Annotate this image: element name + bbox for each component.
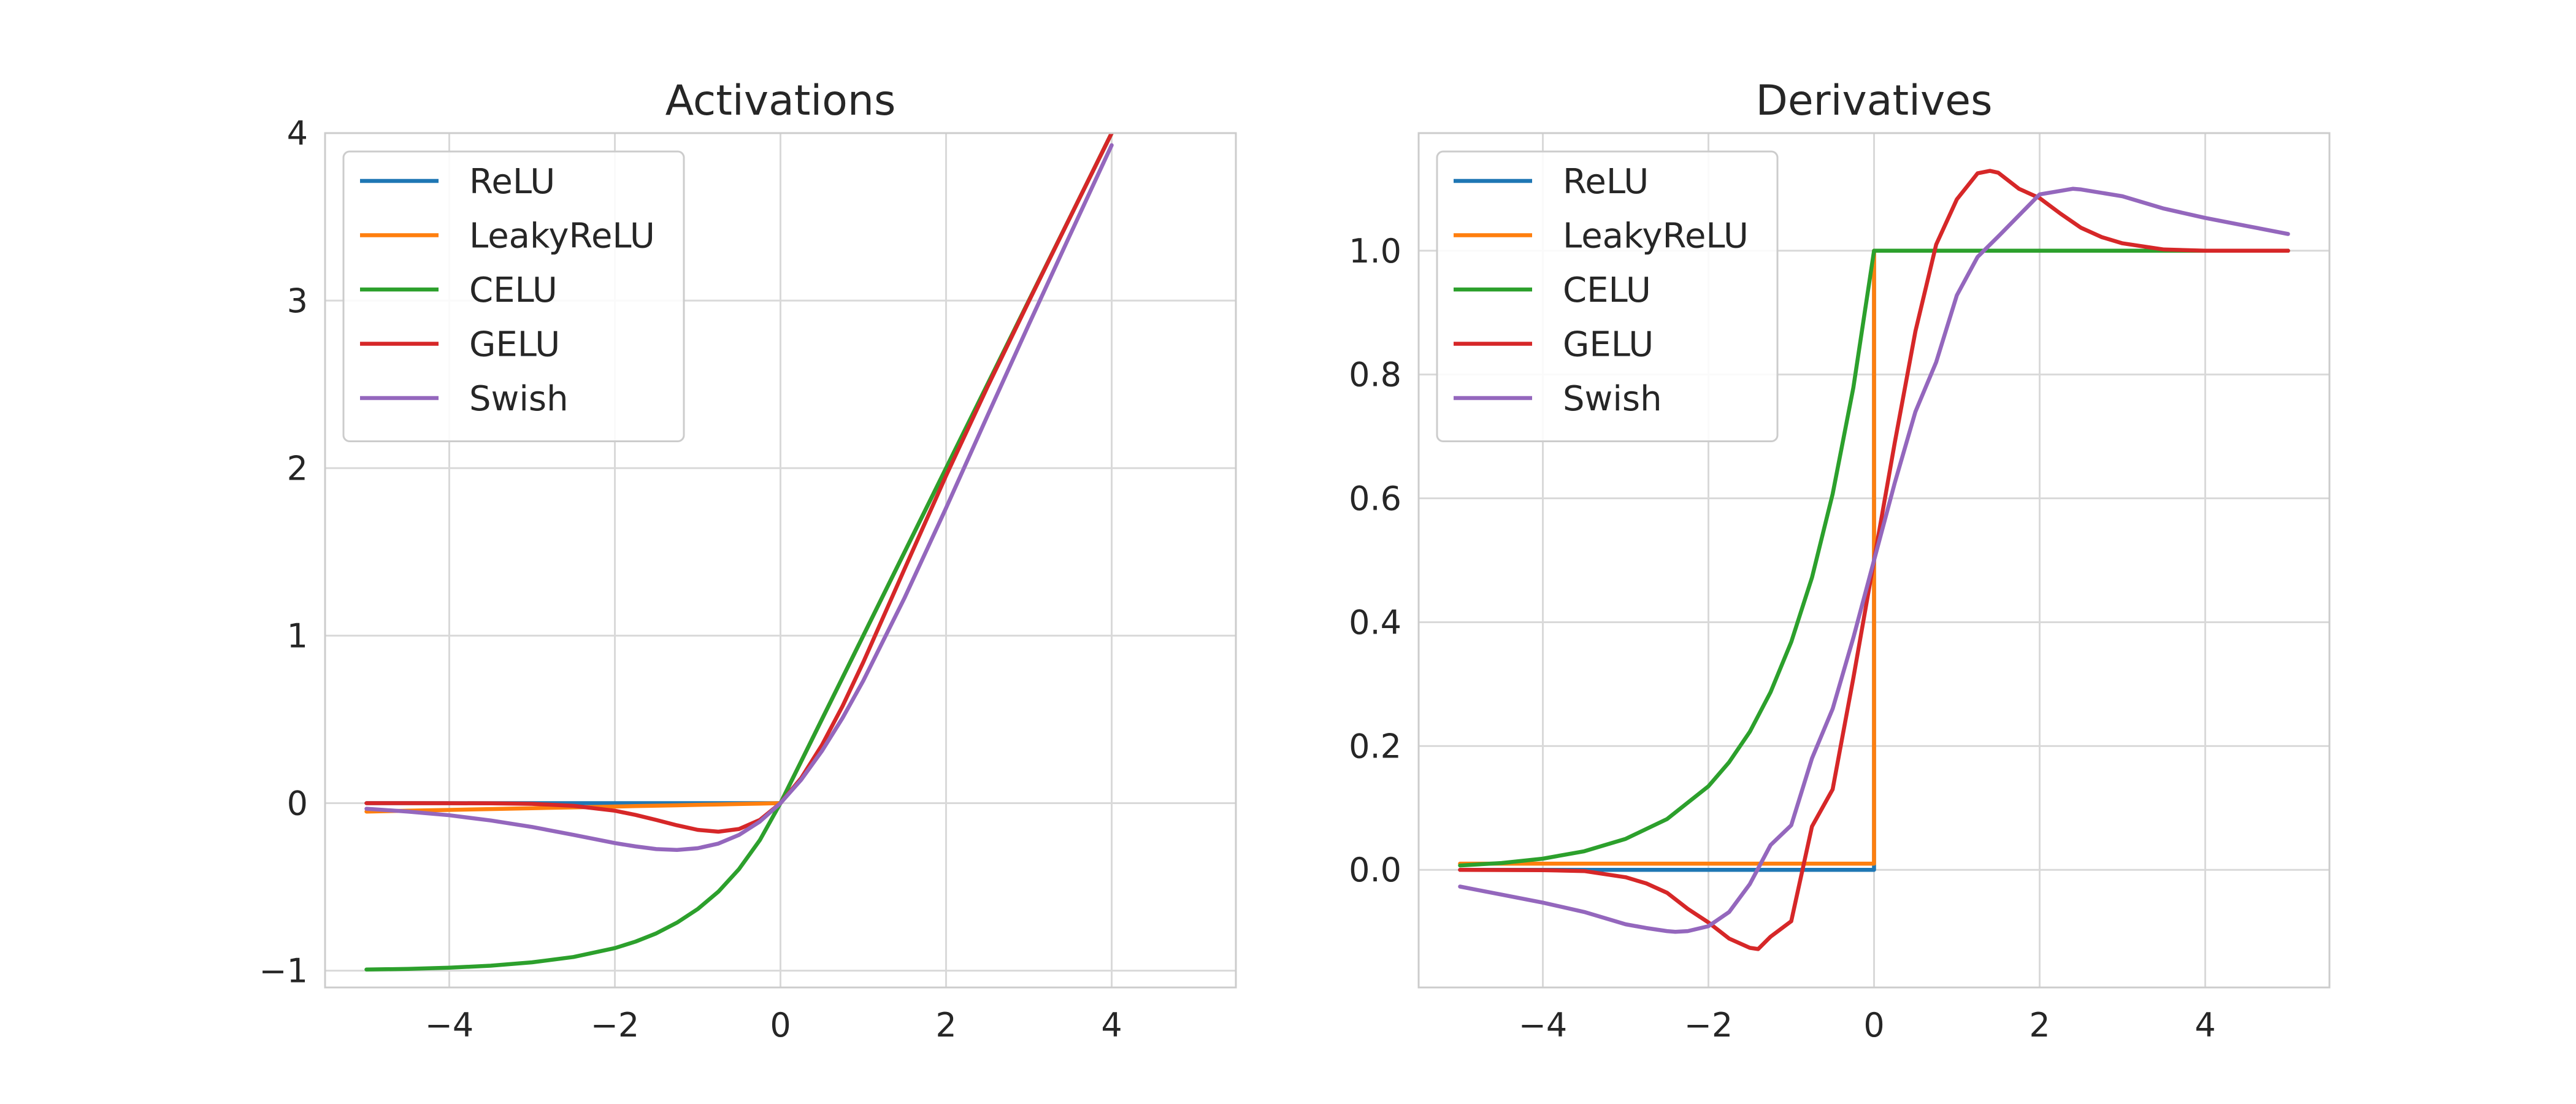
x-tick-label: 2 <box>2029 1006 2050 1045</box>
x-tick-label: 2 <box>935 1006 956 1045</box>
y-tick-label: 4 <box>287 114 308 153</box>
x-tick-label: 4 <box>2195 1006 2215 1045</box>
x-tick-label: −2 <box>1684 1006 1733 1045</box>
legend-label: GELU <box>1563 325 1654 365</box>
legend-label: Swish <box>469 379 569 419</box>
x-tick-label: 0 <box>1863 1006 1884 1045</box>
legend-label: CELU <box>1563 270 1651 310</box>
legend-label: LeakyReLU <box>1563 217 1749 256</box>
series-group <box>364 133 1114 972</box>
x-tick-label: −4 <box>1519 1006 1568 1045</box>
legend-box <box>1436 150 1779 442</box>
derivatives-panel: −4 −2 0 2 4 0.0 0.2 0.4 0.6 0.8 1.0 Derivatives ReLU… <box>1349 77 2331 1045</box>
y-tick-label: 0.2 <box>1349 727 1401 765</box>
x-tick-label: 0 <box>770 1006 791 1045</box>
series-line-gelu <box>364 133 1114 834</box>
y-tick-label: 0.8 <box>1349 356 1401 394</box>
chart-title: Derivatives <box>1755 77 1992 125</box>
axes-frame <box>324 132 1237 989</box>
series-line-swish <box>1458 186 2290 934</box>
legend: ReLU LeakyReLU CELU GELU Swish <box>342 150 685 442</box>
y-tick-label: 2 <box>287 449 308 488</box>
legend-box <box>342 150 685 442</box>
legend-label: LeakyReLU <box>469 217 655 256</box>
chart-title: Activations <box>665 77 896 125</box>
series-group <box>1458 169 2290 951</box>
y-tick-label: 1.0 <box>1349 232 1401 270</box>
series-line-swish <box>364 143 1114 853</box>
y-tick-label: 0.6 <box>1349 480 1401 518</box>
legend-label: ReLU <box>469 162 555 202</box>
legend: ReLU LeakyReLU CELU GELU Swish <box>1436 150 1779 442</box>
x-tick-label: −2 <box>591 1006 640 1045</box>
y-tick-label: 1 <box>287 616 308 655</box>
legend-label: CELU <box>469 270 558 310</box>
y-tick-label: 0.0 <box>1349 851 1401 889</box>
legend-label: Swish <box>1563 379 1662 419</box>
x-tick-label: 4 <box>1101 1006 1122 1045</box>
legend-label: GELU <box>469 325 560 365</box>
series-line-celu <box>1458 248 2290 868</box>
y-tick-label: 3 <box>287 282 308 320</box>
activations-panel: −4 −2 0 2 4 −1 0 1 2 3 4 Activations ReLU LeakyReLU CE… <box>259 77 1237 1045</box>
x-tick-label: −4 <box>425 1006 474 1045</box>
y-tick-label: −1 <box>259 952 308 991</box>
legend-label: ReLU <box>1563 162 1649 202</box>
y-tick-label: 0 <box>287 784 308 823</box>
y-tick-label: 0.4 <box>1349 603 1401 642</box>
axes-frame <box>1417 132 2331 989</box>
series-line-celu <box>364 133 1114 972</box>
